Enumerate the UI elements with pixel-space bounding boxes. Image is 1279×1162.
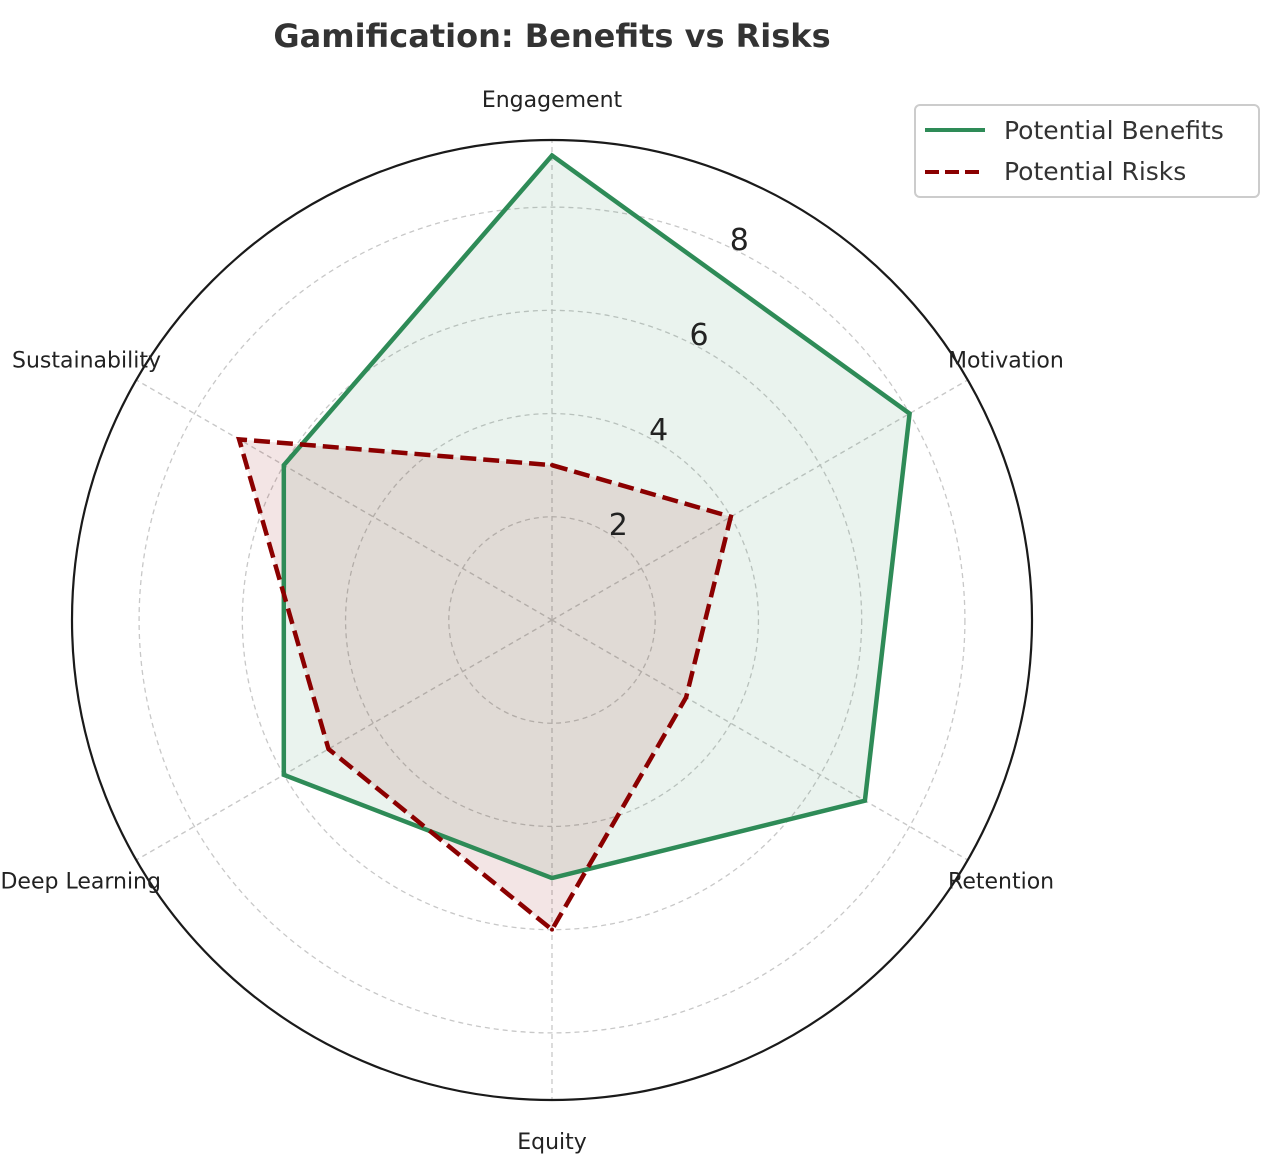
- legend-frame: [914, 104, 1260, 198]
- point-potential-risks-sustainability: [237, 437, 242, 442]
- grid-ring-1: [344, 412, 760, 828]
- point-potential-benefits-sustainability: [281, 463, 286, 468]
- point-potential-risks-engagement: [550, 463, 554, 468]
- radar-series: [236, 152, 912, 934]
- outer-frame: [70, 138, 1034, 1102]
- legend-label-benefits: Potential Benefits: [1004, 116, 1224, 145]
- axis-label-retention: Retention: [948, 869, 1054, 894]
- point-potential-benefits-retention: [862, 798, 867, 803]
- r-tick-label-2: 6: [689, 318, 708, 353]
- spoke-retention: [551, 619, 969, 861]
- legend: Potential Benefits Potential Risks: [914, 104, 1260, 198]
- point-potential-benefits-motivation: [907, 411, 912, 416]
- point-potential-risks-equity: [550, 927, 554, 932]
- r-tick-label-3: 8: [730, 223, 749, 258]
- point-potential-benefits-equity: [550, 876, 554, 881]
- axis-label-motivation: Motivation: [948, 349, 1064, 374]
- axis-label-equity: Equity: [517, 1130, 587, 1155]
- legend-label-risks: Potential Risks: [1004, 157, 1186, 186]
- spoke-motivation: [551, 379, 969, 621]
- radar-axis-labels: 2 4 6 8 Engagement Motivation Retention Equity D…: [0, 88, 1063, 1155]
- point-potential-risks-deep-learning: [326, 747, 331, 752]
- axis-label-deep-learning: Deep Learning: [0, 869, 160, 894]
- axis-label-engagement: Engagement: [482, 88, 623, 113]
- chart-title: Gamification: Benefits vs Risks: [273, 17, 830, 55]
- point-potential-risks-retention: [684, 695, 689, 700]
- series-fill-potential-benefits: [283, 155, 910, 879]
- axis-label-sustainability: Sustainability: [12, 349, 161, 374]
- grid-ring-3: [138, 206, 966, 1034]
- r-tick-label-0: 2: [609, 508, 628, 543]
- point-potential-benefits-engagement: [550, 153, 554, 158]
- spoke-sustainability: [135, 379, 553, 621]
- series-fill-potential-risks: [239, 439, 731, 930]
- point-potential-risks-motivation: [728, 514, 733, 519]
- r-tick-label-1: 4: [649, 413, 668, 448]
- spoke-deep-learning: [135, 619, 553, 861]
- radar-grid: [70, 138, 1034, 1102]
- point-potential-benefits-deep-learning: [281, 772, 286, 777]
- grid-ring-0: [448, 516, 656, 724]
